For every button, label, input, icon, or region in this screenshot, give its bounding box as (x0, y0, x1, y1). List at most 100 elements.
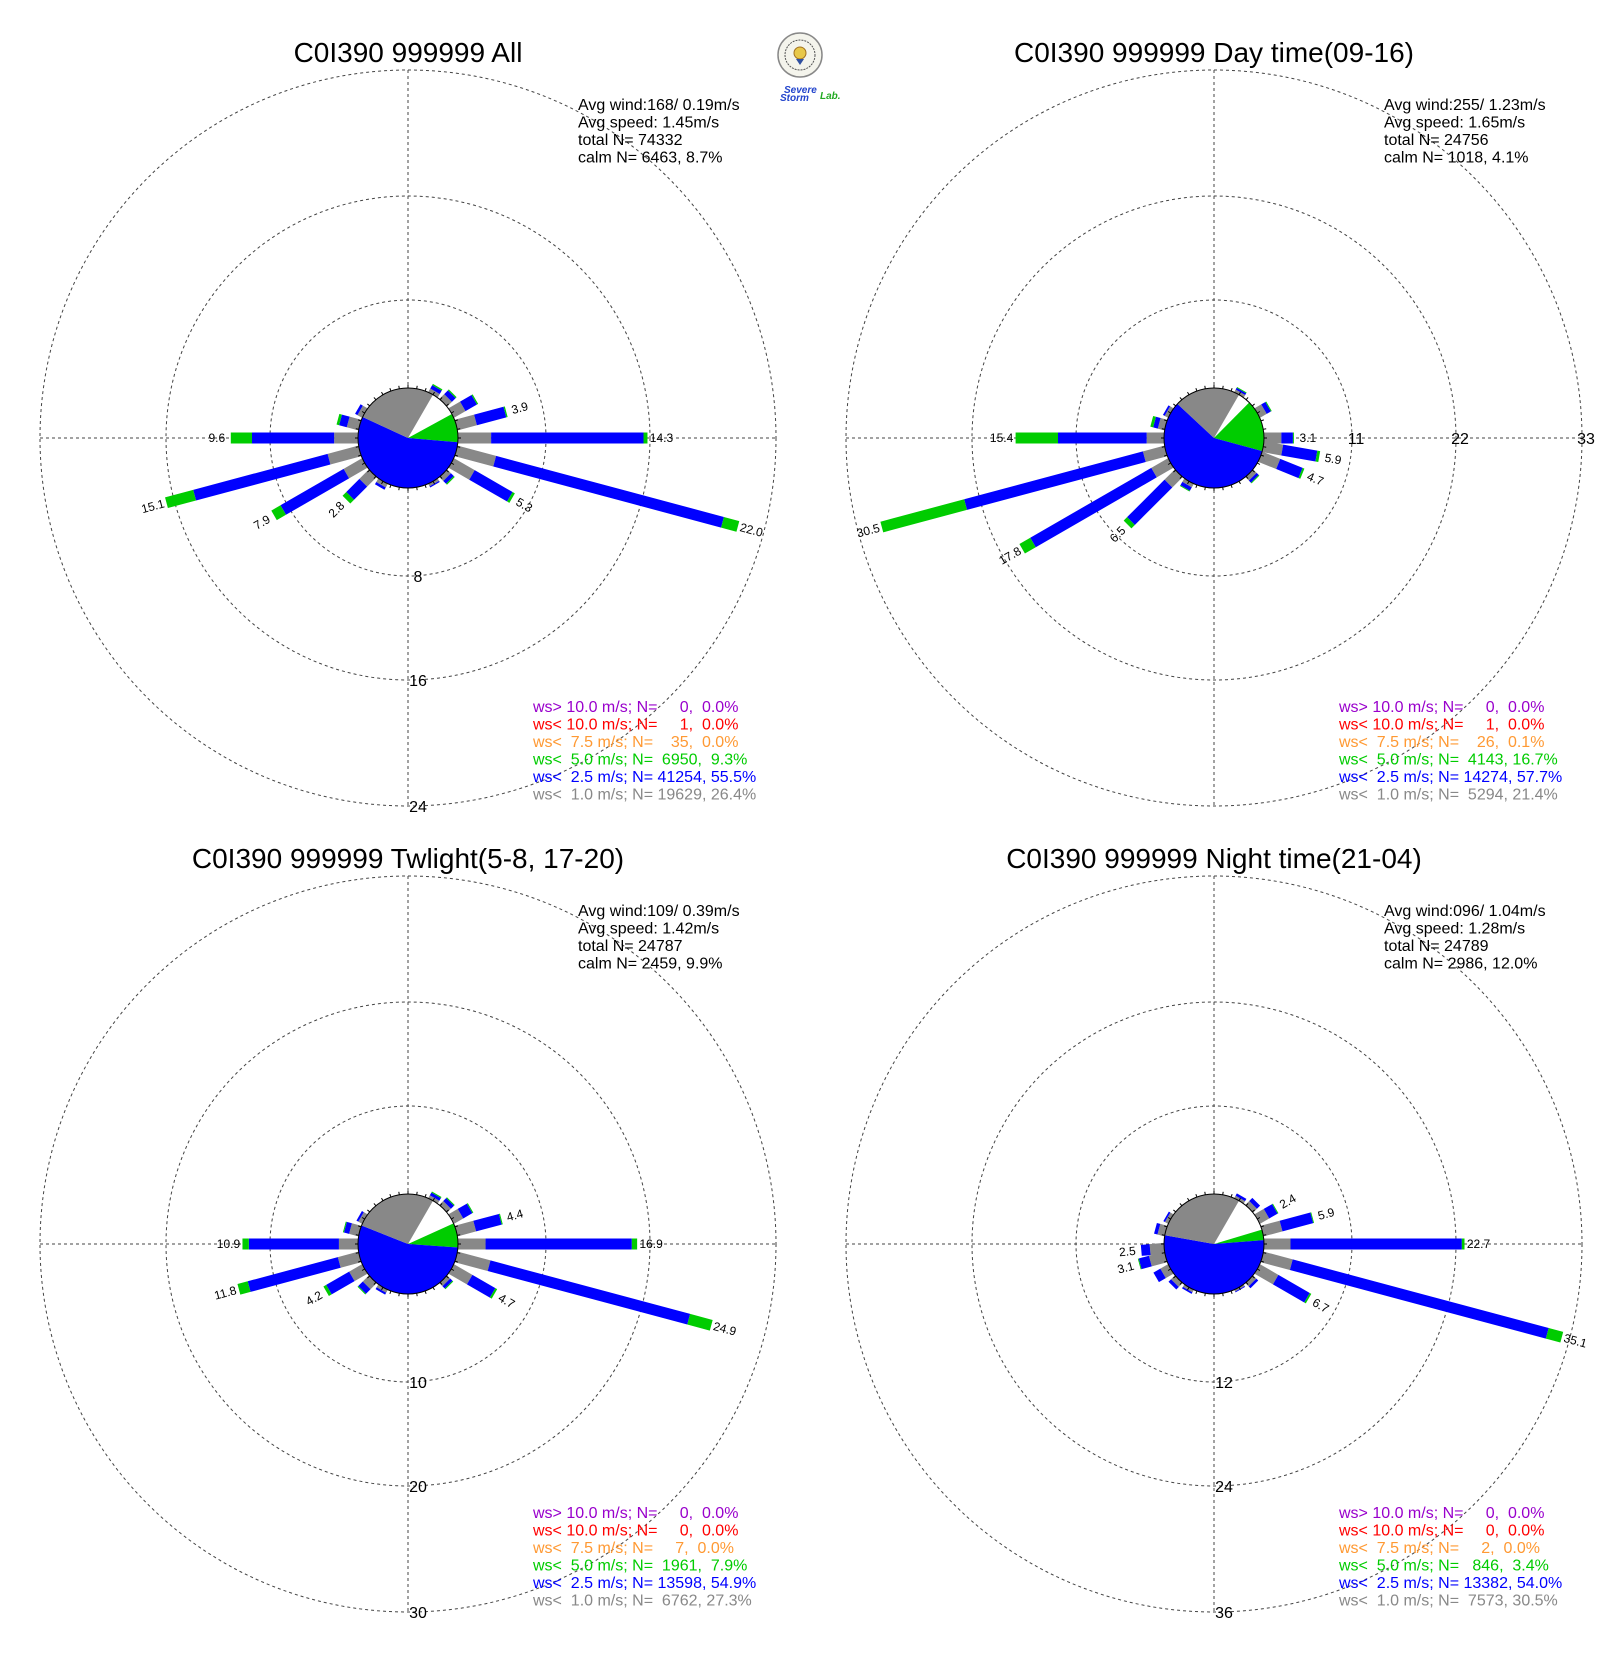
info-line: total N= 24756 (1384, 132, 1489, 149)
ring-label: 24 (409, 799, 427, 816)
pie-tick (1260, 419, 1264, 422)
pie-tick (1257, 411, 1261, 414)
pie-tick (1161, 428, 1165, 430)
pie-tick (1251, 469, 1255, 473)
bar-total-label: 10.9 (217, 1237, 241, 1251)
bar-segment-lt5 (643, 432, 648, 444)
pie-tick (1161, 1234, 1165, 1236)
pie-tick (1251, 1275, 1255, 1279)
pie-tick (367, 469, 371, 473)
bar-segment-lt2-5 (1138, 1255, 1152, 1270)
bar-segment-lt2-5 (443, 473, 454, 484)
bar-segment-lt2-5 (429, 1192, 441, 1201)
pie-tick (432, 1197, 435, 1201)
grid-ring (39, 875, 777, 1613)
bar-segment-lt2-5 (1249, 1197, 1261, 1209)
pie-tick (1179, 397, 1183, 401)
pie-tick (361, 1217, 365, 1220)
pie-tick (1187, 1197, 1190, 1201)
pie-tick (1222, 487, 1224, 491)
pie-slice-lt1 (1164, 1194, 1239, 1244)
chart-title: C0I390 999999 Night time(21-04) (1006, 843, 1422, 874)
pie-tick (1222, 1293, 1224, 1297)
bar-total-label: 4.7 (1305, 469, 1326, 488)
ring-label: 8 (414, 569, 423, 586)
legend-entry: ws< 1.0 m/s; N= 19629, 26.4% (532, 787, 756, 804)
bar-segment-lt2-5 (430, 385, 442, 395)
bar-segment-lt1 (1262, 441, 1284, 456)
bar-total-label: 2.8 (326, 498, 348, 520)
pie-tick (1257, 1268, 1261, 1271)
bar-segment-lt1 (448, 458, 475, 480)
pie-tick (454, 1225, 458, 1228)
bar-segment-lt5 (471, 394, 479, 405)
info-line: Avg speed: 1.42m/s (578, 921, 719, 938)
grid-ring (39, 69, 777, 807)
pie-tick (432, 391, 435, 395)
bar-segment-lt2-5 (466, 1274, 496, 1298)
info-line: total N= 24789 (1384, 938, 1489, 955)
bar-segment-lt5 (880, 499, 968, 533)
bar-segment-lt2-5 (356, 1211, 364, 1222)
bar-segment-lt2-5 (252, 432, 335, 444)
bar-segment-lt2-5 (1235, 387, 1247, 395)
bar-segment-lt5 (721, 516, 740, 532)
bar-segment-lt5 (1298, 467, 1305, 479)
bar-segment-lt5 (1315, 450, 1321, 462)
pie-tick (1187, 1287, 1190, 1291)
bar-segment-lt2-5 (1153, 1268, 1166, 1283)
bar-segment-lt1 (1254, 404, 1267, 418)
bar-segment-lt2-5 (374, 481, 386, 490)
pie-tick (1167, 1268, 1171, 1271)
legend-entry: ws< 5.0 m/s; N= 846, 3.4% (1338, 1558, 1549, 1575)
bar-segment-lt1 (337, 1251, 362, 1268)
bar-segment-lt2-5 (460, 394, 478, 412)
bar-segment-lt1 (1245, 469, 1257, 481)
bar-segment-lt5 (1545, 1327, 1564, 1343)
pie-tick (367, 1275, 371, 1279)
pie-slice-calm (408, 394, 452, 438)
bar-segment-lt2-5 (1272, 1274, 1310, 1303)
bar-segment-lt1 (338, 1238, 358, 1250)
pie-tick (457, 1252, 461, 1254)
pie-tick (355, 446, 359, 448)
pie-tick (1204, 1191, 1206, 1195)
bar-segment-lt2-5 (1154, 1223, 1161, 1235)
legend-entry: ws< 7.5 m/s; N= 7, 0.0% (532, 1540, 734, 1557)
bar-segment-lt5 (242, 1238, 249, 1250)
bar-total-label: 6.5 (1107, 523, 1129, 545)
bar-segment-lt5 (431, 1191, 442, 1198)
pie-tick (1238, 1197, 1241, 1201)
bar-segment-lt5 (1019, 537, 1036, 554)
pie-tick (1204, 487, 1206, 491)
bar-total-label: 3.1 (1116, 1259, 1136, 1277)
bar-segment-lt1 (454, 1220, 477, 1237)
pie-tick (373, 1203, 377, 1207)
pie-tick (1230, 1194, 1233, 1198)
pie-tick (1263, 428, 1267, 430)
bar-segment-lt2-5 (375, 1287, 387, 1295)
pie-tick (1167, 462, 1171, 465)
bar-segment-lt2-5 (1290, 1238, 1462, 1250)
bar-segment-lt5 (165, 489, 197, 509)
bar-total-label: 22.7 (1467, 1237, 1491, 1251)
bar-total-label: 17.8 (996, 544, 1024, 568)
info-line: Avg wind:168/ 0.19m/s (578, 97, 740, 114)
pie-tick (1263, 446, 1267, 448)
bar-segment-lt2-5 (1030, 467, 1157, 548)
pie-tick (416, 385, 418, 389)
pie-tick (454, 1260, 458, 1263)
pie-tick (1195, 1194, 1198, 1198)
bar-segment-lt1 (327, 445, 362, 465)
legend-entry: ws< 10.0 m/s; N= 1, 0.0% (1338, 717, 1544, 734)
legend-entry: ws< 7.5 m/s; N= 35, 0.0% (532, 734, 738, 751)
bar-segment-lt1 (439, 469, 451, 481)
legend-entry: ws> 10.0 m/s; N= 0, 0.0% (1338, 1505, 1544, 1522)
pie-tick (1164, 419, 1168, 422)
bar-segment-lt5 (1272, 1203, 1279, 1214)
severe-storm-lab-logo: Severe Storm Lab. (777, 32, 841, 104)
bar-segment-lt2-5 (444, 390, 456, 402)
bar-segment-lt5 (1461, 1238, 1465, 1250)
bar-segment-lt1 (1151, 458, 1174, 478)
